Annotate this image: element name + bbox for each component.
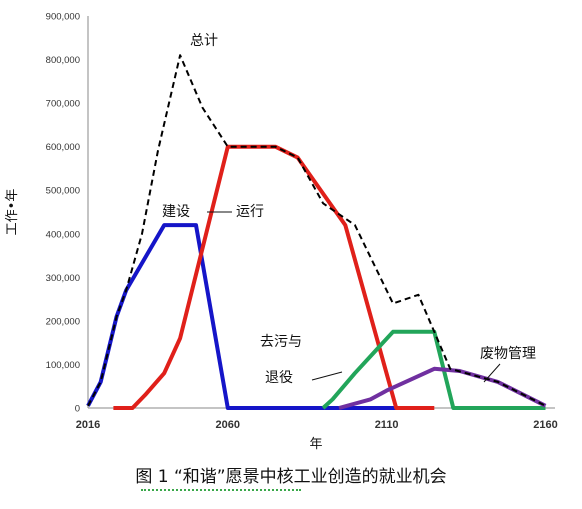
annotation-waste-leader [483, 363, 501, 383]
series-line-2 [113, 144, 435, 410]
caption-underline [141, 487, 301, 491]
series-line-0 [87, 54, 546, 407]
x-tick-label: 2160 [533, 419, 557, 431]
annotation-decommissioning-line2: 退役 [265, 370, 293, 386]
x-axis-title: 年 [309, 437, 322, 452]
y-tick-label: 200,000 [46, 316, 80, 327]
y-axis-title: 工作•年 [5, 189, 20, 236]
y-tick-label: 900,000 [46, 12, 80, 23]
annotation-waste: 废物管理 [480, 346, 536, 362]
annotations: 总计 建设 运行 去污与 退役 废物管理 [162, 33, 536, 386]
y-tick-label: 500,000 [46, 186, 80, 197]
x-tick-label: 2016 [76, 419, 100, 431]
series-line-1 [86, 223, 397, 410]
y-tick-label: 600,000 [46, 142, 80, 153]
x-tick-label: 2110 [375, 419, 399, 431]
x-tick-labels: 2016 2060 2110 2160 [76, 419, 558, 431]
y-tick-label: 300,000 [46, 273, 80, 284]
chart: 0 100,000 200,000 300,000 400,000 500,000 600,… [5, 12, 558, 453]
y-tick-label: 400,000 [46, 229, 80, 240]
y-tick-label: 100,000 [46, 360, 80, 371]
figure-caption: 图 1 “和谐”愿景中核工业创造的就业机会 [135, 467, 447, 487]
series-line-4 [338, 366, 547, 410]
y-tick-labels: 0 100,000 200,000 300,000 400,000 500,000 600,… [46, 12, 80, 415]
annotation-total: 总计 [190, 33, 218, 49]
y-tick-label: 800,000 [46, 55, 80, 66]
annotation-operation: 运行 [236, 204, 264, 220]
annotation-decommissioning-line1: 去污与 [260, 334, 302, 350]
y-tick-label: 0 [75, 404, 80, 415]
series-line-3 [321, 329, 546, 410]
x-tick-label: 2060 [216, 419, 240, 431]
y-tick-label: 700,000 [46, 99, 80, 110]
series-lines [86, 54, 547, 410]
annotation-construction: 建设 [162, 204, 190, 220]
annotation-decommissioning-leader [311, 371, 343, 381]
